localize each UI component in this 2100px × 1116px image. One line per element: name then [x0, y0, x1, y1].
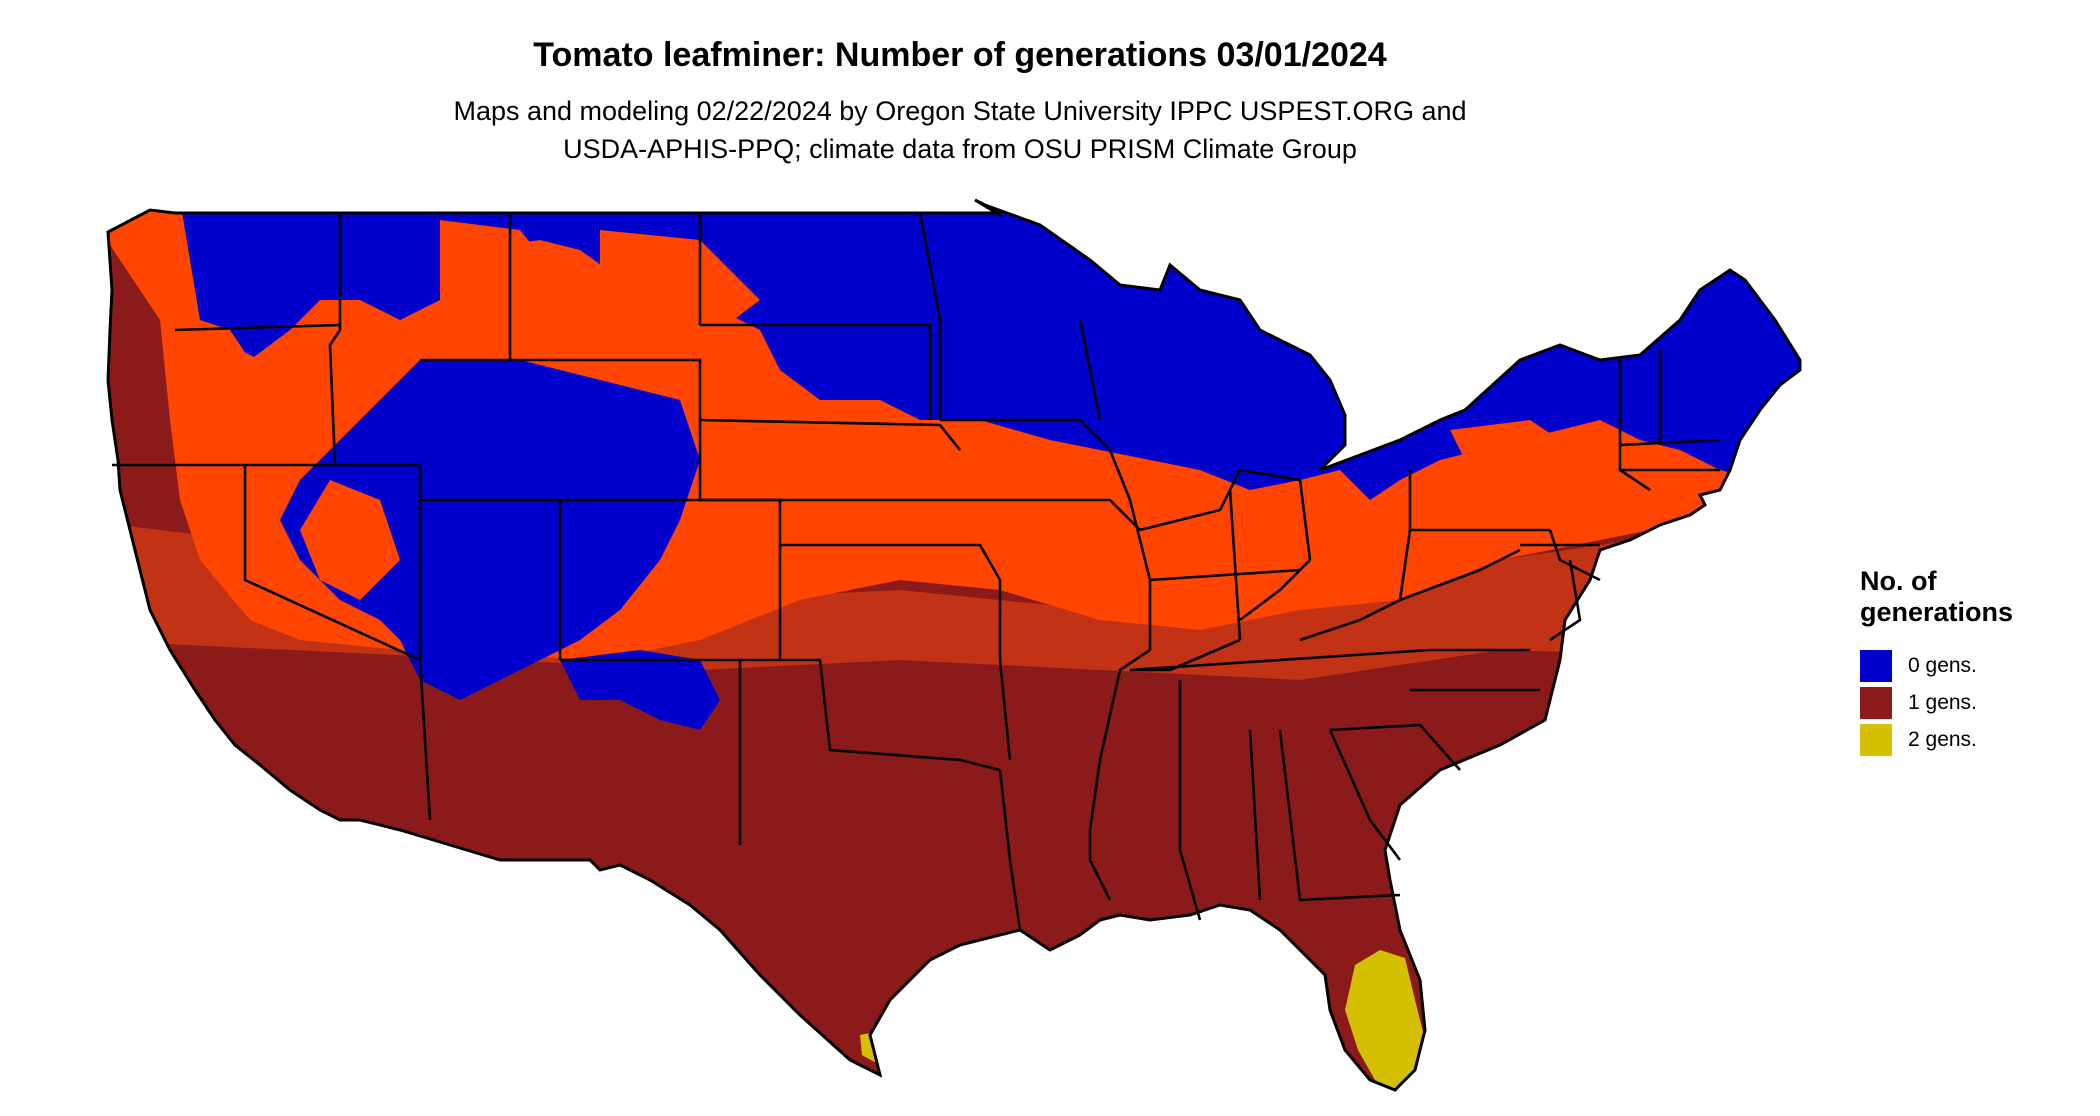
subtitle-line-1: Maps and modeling 02/22/2024 by Oregon S… — [453, 96, 1467, 126]
legend-title-line-1: No. of — [1860, 566, 1937, 596]
legend-label: 1 gens. — [1908, 691, 1977, 714]
legend-item-1-gens: 1 gens. — [1860, 683, 2060, 720]
legend-item-0-gens: 0 gens. — [1860, 646, 2060, 683]
legend-items: 0 gens. 1 gens. 2 gens. — [1860, 646, 2060, 757]
map-title: Tomato leafminer: Number of generations … — [533, 36, 1387, 74]
legend-swatch — [1860, 650, 1892, 682]
legend-item-2-gens: 2 gens. — [1860, 720, 2060, 757]
legend-label: 0 gens. — [1908, 654, 1977, 677]
state-borders — [112, 212, 1721, 931]
legend-swatch — [1860, 687, 1892, 719]
legend: No. of generations 0 gens. 1 gens. 2 gen… — [1860, 566, 2060, 757]
map-subtitle: Maps and modeling 02/22/2024 by Oregon S… — [0, 92, 1920, 168]
subtitle-line-2: USDA-APHIS-PPQ; climate data from OSU PR… — [563, 134, 1357, 164]
us-generations-map — [106, 198, 1802, 1092]
map-fill-layer — [108, 200, 1800, 1090]
legend-title-line-2: generations — [1860, 597, 2014, 627]
legend-title: No. of generations — [1860, 566, 2060, 628]
legend-swatch — [1860, 724, 1892, 756]
legend-label: 2 gens. — [1908, 728, 1977, 751]
